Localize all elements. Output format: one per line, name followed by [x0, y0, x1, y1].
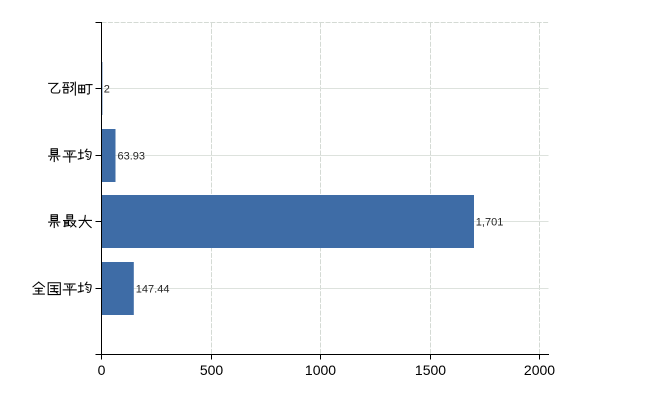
- svg-text:0: 0: [98, 362, 106, 378]
- svg-text:1,701: 1,701: [476, 217, 504, 229]
- svg-text:1000: 1000: [305, 362, 336, 378]
- svg-text:1500: 1500: [415, 362, 446, 378]
- svg-text:63.93: 63.93: [118, 151, 146, 163]
- svg-text:2: 2: [104, 84, 110, 96]
- svg-text:500: 500: [200, 362, 224, 378]
- svg-text:147.44: 147.44: [136, 284, 170, 296]
- svg-text:2000: 2000: [524, 362, 555, 378]
